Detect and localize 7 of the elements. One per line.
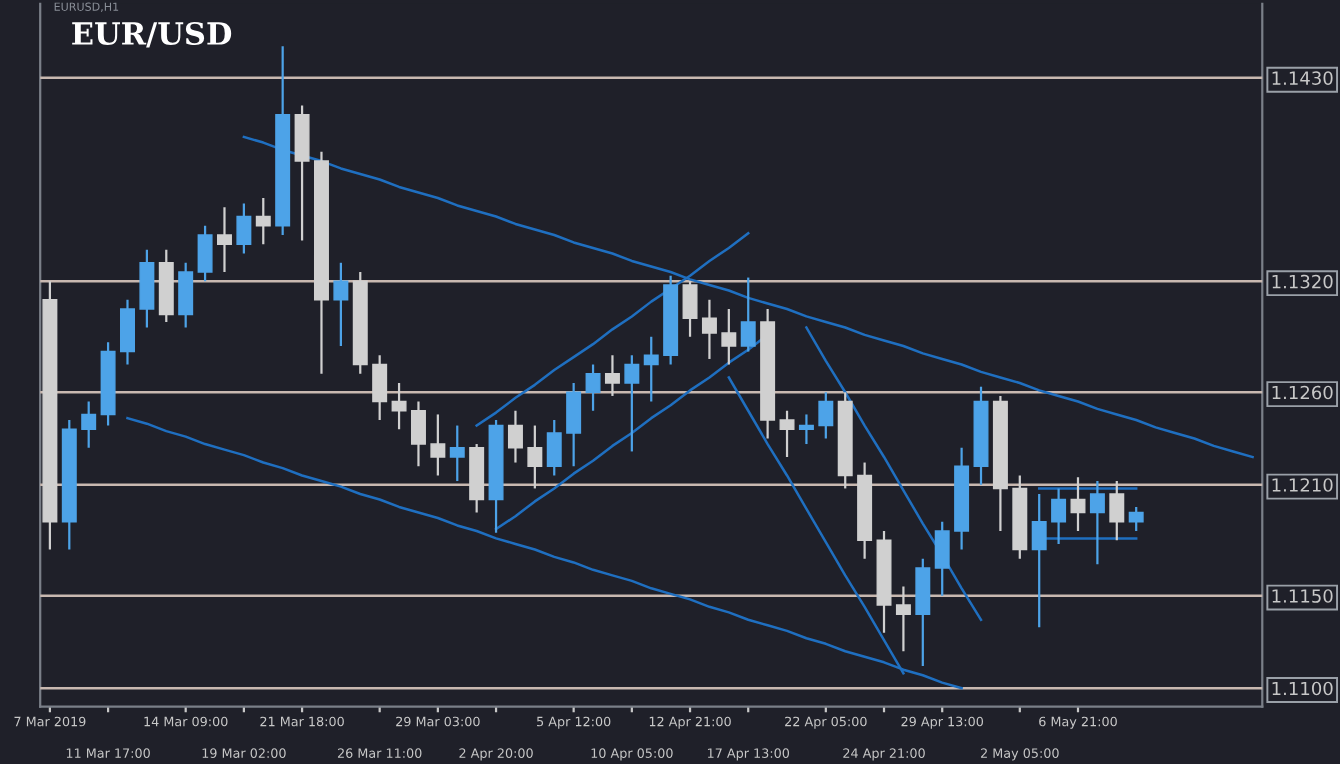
- text: EUR/USD: [72, 21, 232, 48]
- y-tick-label: 1.1320: [1272, 274, 1333, 289]
- y-tick-label: 1.1150: [1272, 589, 1333, 603]
- y-tick-label: 1.1210: [1272, 478, 1333, 492]
- y-tick-label: 1.1430: [1272, 71, 1333, 85]
- y-tick-label: 1.1100: [1272, 681, 1333, 696]
- y-tick-label: 1.1260: [1272, 385, 1333, 400]
